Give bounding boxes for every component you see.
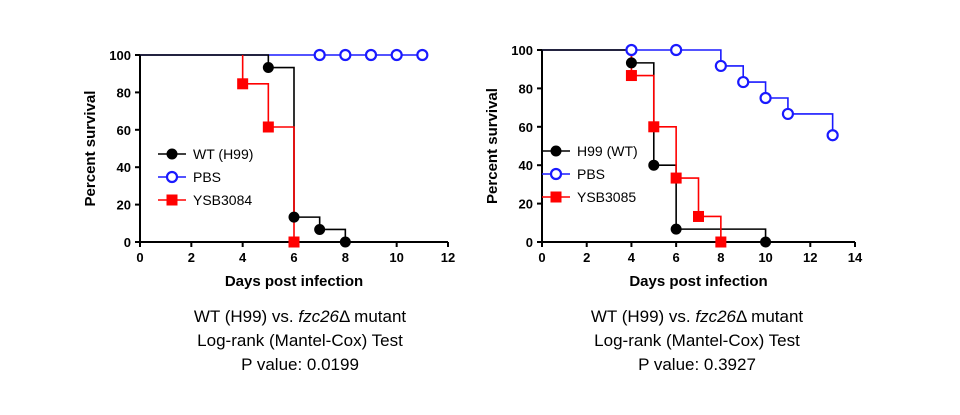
data-point-0 <box>625 57 637 69</box>
data-point-0 <box>339 236 351 248</box>
x-tick-label: 0 <box>136 250 143 265</box>
y-tick-label: 20 <box>117 198 131 213</box>
data-point-2 <box>288 236 300 248</box>
legend-item-1: PBS <box>158 169 221 185</box>
legend-item-0: H99 (WT) <box>542 143 638 159</box>
caption-line-2: Log-rank (Mantel-Cox) Test <box>197 331 403 350</box>
data-point-2 <box>693 210 704 222</box>
x-tick-label: 4 <box>239 250 247 265</box>
y-tick-label: 40 <box>519 158 533 173</box>
legend-label: PBS <box>577 166 605 182</box>
x-tick-label: 6 <box>290 250 297 265</box>
legend-label: YSB3084 <box>193 192 252 208</box>
data-point-2 <box>670 172 682 184</box>
x-tick-label: 0 <box>538 250 545 265</box>
data-point-1 <box>714 59 727 73</box>
data-point-1 <box>625 43 638 57</box>
legend-marker <box>550 145 562 157</box>
y-tick-label: 0 <box>526 235 533 250</box>
caption-line-3: P value: 0.0199 <box>241 355 359 374</box>
series-line-1 <box>542 49 834 136</box>
legend-label: WT (H99) <box>193 146 253 162</box>
caption-line-3: P value: 0.3927 <box>638 355 756 374</box>
y-tick-label: 80 <box>117 85 131 100</box>
caption-line-2: Log-rank (Mantel-Cox) Test <box>594 331 800 350</box>
legend-marker <box>550 191 562 203</box>
chart-panel-2: 0 2 4 6 8 10 12 14 0 20 40 60 80 100 Days post infecti… <box>484 43 863 374</box>
legend-marker <box>166 194 178 206</box>
x-tick-label: 4 <box>628 250 636 265</box>
x-axis-label: Days post infection <box>629 273 767 290</box>
y-axis-label: Percent survival <box>82 91 99 207</box>
legend-marker <box>549 167 563 181</box>
y-tick-label: 40 <box>117 160 131 175</box>
legend-label: PBS <box>193 169 221 185</box>
y-tick-label: 80 <box>519 81 533 96</box>
y-tick-label: 0 <box>124 235 131 250</box>
caption-line-1: WT (H99) vs. fzc26Δ mutant <box>591 307 804 326</box>
data-point-2 <box>262 121 274 133</box>
caption-line-1: WT (H99) vs. fzc26Δ mutant <box>194 307 407 326</box>
chart-panel-1: 0 2 4 6 8 10 12 0 20 40 60 80 100 Days post infection… <box>82 48 455 374</box>
legend-marker <box>165 170 179 184</box>
legend-label: H99 (WT) <box>577 143 638 159</box>
y-tick-label: 60 <box>519 120 533 135</box>
x-tick-label: 10 <box>758 250 772 265</box>
data-point-2 <box>715 236 727 248</box>
legend-item-2: YSB3085 <box>542 189 636 205</box>
x-tick-label: 6 <box>673 250 680 265</box>
legend-item-1: PBS <box>542 166 605 182</box>
data-point-1 <box>781 107 795 121</box>
data-point-0 <box>760 236 772 248</box>
data-point-0 <box>670 223 682 235</box>
x-tick-label: 12 <box>803 250 817 265</box>
data-point-0 <box>288 211 300 223</box>
legend-item-0: WT (H99) <box>158 146 253 162</box>
x-tick-label: 2 <box>583 250 590 265</box>
y-tick-label: 100 <box>109 48 131 63</box>
data-point-1 <box>339 48 352 62</box>
data-point-1 <box>670 43 683 57</box>
data-point-1 <box>826 129 839 142</box>
data-point-2 <box>237 78 249 90</box>
x-tick-label: 10 <box>389 250 403 265</box>
data-point-1 <box>759 91 772 105</box>
data-point-1 <box>313 48 326 62</box>
x-tick-label: 2 <box>188 250 195 265</box>
x-tick-label: 8 <box>717 250 724 265</box>
data-point-1 <box>364 48 378 62</box>
data-point-2 <box>648 121 660 133</box>
x-tick-label: 8 <box>342 250 349 265</box>
data-point-0 <box>314 223 326 235</box>
x-tick-label: 12 <box>441 250 455 265</box>
legend-item-2: YSB3084 <box>158 192 252 208</box>
data-point-1 <box>737 75 750 89</box>
x-axis-label: Days post infection <box>225 273 363 290</box>
legend-label: YSB3085 <box>577 189 636 205</box>
data-point-0 <box>262 62 274 74</box>
x-tick-label: 14 <box>848 250 863 265</box>
data-point-1 <box>416 48 429 62</box>
y-axis-label: Percent survival <box>484 88 501 204</box>
y-tick-label: 60 <box>117 123 131 138</box>
y-tick-label: 20 <box>519 197 533 212</box>
series-line-2 <box>630 50 722 242</box>
data-point-2 <box>625 70 637 82</box>
legend-marker <box>166 148 178 160</box>
y-tick-label: 100 <box>511 43 533 58</box>
data-point-0 <box>648 159 660 171</box>
data-point-1 <box>390 48 403 62</box>
